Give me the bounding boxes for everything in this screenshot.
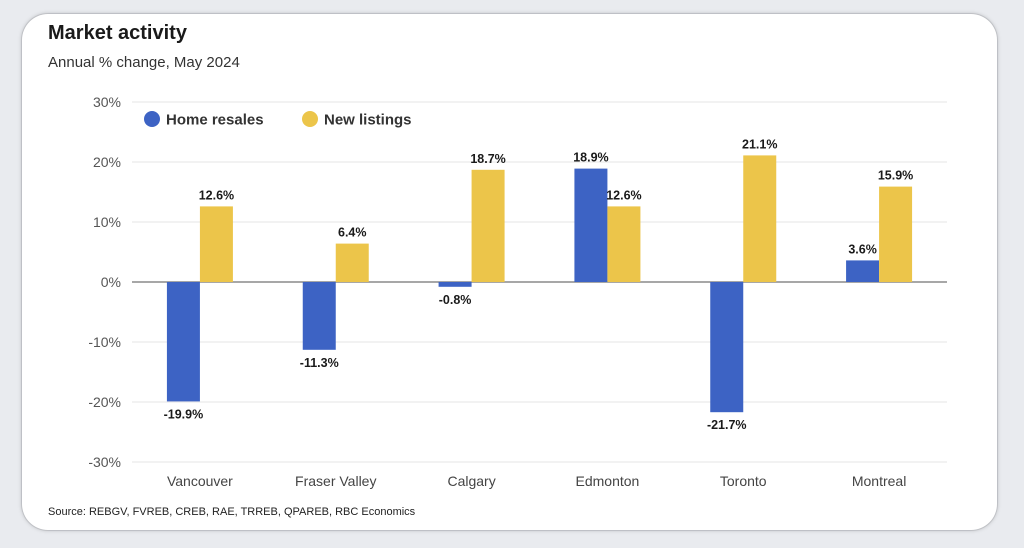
data-label: -19.9% [164, 407, 204, 421]
x-tick-label: Toronto [720, 473, 767, 489]
legend-label: New listings [324, 112, 412, 129]
data-label: -21.7% [707, 418, 747, 432]
x-tick-label: Edmonton [576, 473, 640, 489]
bar-chart: 30% 20% 10% 0% -10% -20% -30% -19.9% 12.6% Vancou… [88, 94, 947, 489]
bar [335, 243, 369, 282]
data-label: -11.3% [300, 356, 339, 370]
x-tick-label: Montreal [852, 473, 906, 489]
y-tick-label: 20% [93, 154, 121, 170]
bar [574, 168, 608, 282]
bar [302, 282, 336, 350]
data-label: 6.4% [338, 226, 367, 240]
bar [710, 282, 744, 413]
data-label: 18.7% [470, 152, 505, 166]
bar [471, 169, 505, 282]
data-label: 12.6% [199, 188, 234, 202]
chart-source: Source: REBGV, FVREB, CREB, RAE, TRREB, … [48, 506, 416, 518]
data-label: -0.8% [439, 293, 472, 307]
data-label: 18.9% [573, 151, 608, 165]
y-tick-label: 10% [93, 214, 121, 230]
bar [607, 206, 641, 282]
chart-card: Market activity Annual % change, May 202… [22, 14, 997, 530]
legend-marker [302, 111, 318, 127]
bar [743, 155, 777, 282]
bar [166, 282, 200, 402]
bar [199, 206, 233, 282]
x-tick-label: Vancouver [167, 473, 233, 489]
bar [879, 186, 913, 282]
x-tick-label: Fraser Valley [295, 473, 376, 489]
legend-label: Home resales [166, 112, 264, 129]
chart-subtitle: Annual % change, May 2024 [48, 54, 240, 71]
y-tick-label: 30% [93, 94, 121, 110]
chart-title: Market activity [48, 22, 187, 44]
y-tick-label: -20% [88, 394, 121, 410]
data-label: 3.6% [848, 242, 877, 256]
legend-marker [144, 111, 160, 127]
bar [438, 282, 472, 287]
data-label: 12.6% [606, 188, 641, 202]
data-label: 15.9% [878, 169, 913, 183]
y-tick-label: -30% [88, 454, 121, 470]
y-tick-label: 0% [101, 274, 121, 290]
x-tick-label: Calgary [447, 473, 495, 489]
y-tick-label: -10% [88, 334, 121, 350]
data-label: 21.1% [742, 137, 777, 151]
bar [846, 260, 880, 282]
